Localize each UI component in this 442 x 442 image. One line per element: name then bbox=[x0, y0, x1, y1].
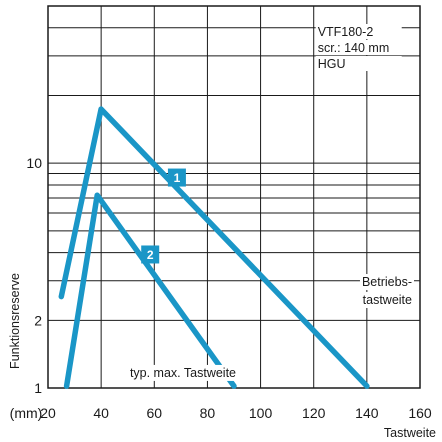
legend-line-1: scr.: 140 mm bbox=[318, 41, 390, 55]
series-marker-box-2 bbox=[141, 245, 160, 264]
legend-bg-0 bbox=[315, 24, 402, 39]
chart-annotations: VTF180-2 scr.: 140 mm HGU Betriebs-tastweit… bbox=[126, 24, 415, 381]
betriebs-bg-1 bbox=[360, 292, 415, 308]
chart-axes: 1 2 10 20 40 60 80 100 120 140 160 (mm) Tastweite Fun… bbox=[8, 155, 436, 440]
series-line-1 bbox=[58, 106, 370, 389]
x-tick-label-120: 120 bbox=[302, 405, 326, 421]
series-line-2 bbox=[63, 192, 237, 389]
series-marker-1: 1 bbox=[174, 171, 181, 185]
chart-curves: 12 bbox=[58, 106, 370, 389]
y-tick-label-2: 2 bbox=[34, 312, 42, 328]
x-tick-label-40: 40 bbox=[93, 405, 109, 421]
legend-bg-2 bbox=[315, 56, 402, 71]
x-tick-label-80: 80 bbox=[200, 405, 216, 421]
typmax-bg bbox=[126, 364, 240, 381]
series-marker-box-1 bbox=[167, 168, 186, 187]
betriebs-label-0: Betriebs- bbox=[362, 275, 412, 289]
chart-grid bbox=[47, 5, 421, 389]
x-tick-label-60: 60 bbox=[146, 405, 162, 421]
legend-bg-1 bbox=[315, 40, 402, 55]
x-tick-label-140: 140 bbox=[355, 405, 379, 421]
x-tick-label-20: 20 bbox=[40, 405, 56, 421]
x-axis-unit: (mm) bbox=[10, 405, 43, 421]
typmax-label: typ. max. Tastweite bbox=[130, 366, 236, 380]
betriebs-bg-0 bbox=[359, 274, 414, 290]
legend-line-0: VTF180-2 bbox=[318, 25, 374, 39]
betriebs-label-1: tastweite bbox=[363, 293, 412, 307]
x-tick-label-100: 100 bbox=[249, 405, 273, 421]
y-axis-label: Funktionsreserve bbox=[8, 273, 22, 369]
y-tick-label-10: 10 bbox=[26, 155, 42, 171]
x-tick-label-160: 160 bbox=[408, 405, 432, 421]
legend-line-2: HGU bbox=[318, 57, 346, 71]
x-axis-label: Tastweite bbox=[384, 426, 436, 440]
series-marker-2: 2 bbox=[147, 248, 154, 262]
y-tick-label-1: 1 bbox=[34, 380, 42, 396]
